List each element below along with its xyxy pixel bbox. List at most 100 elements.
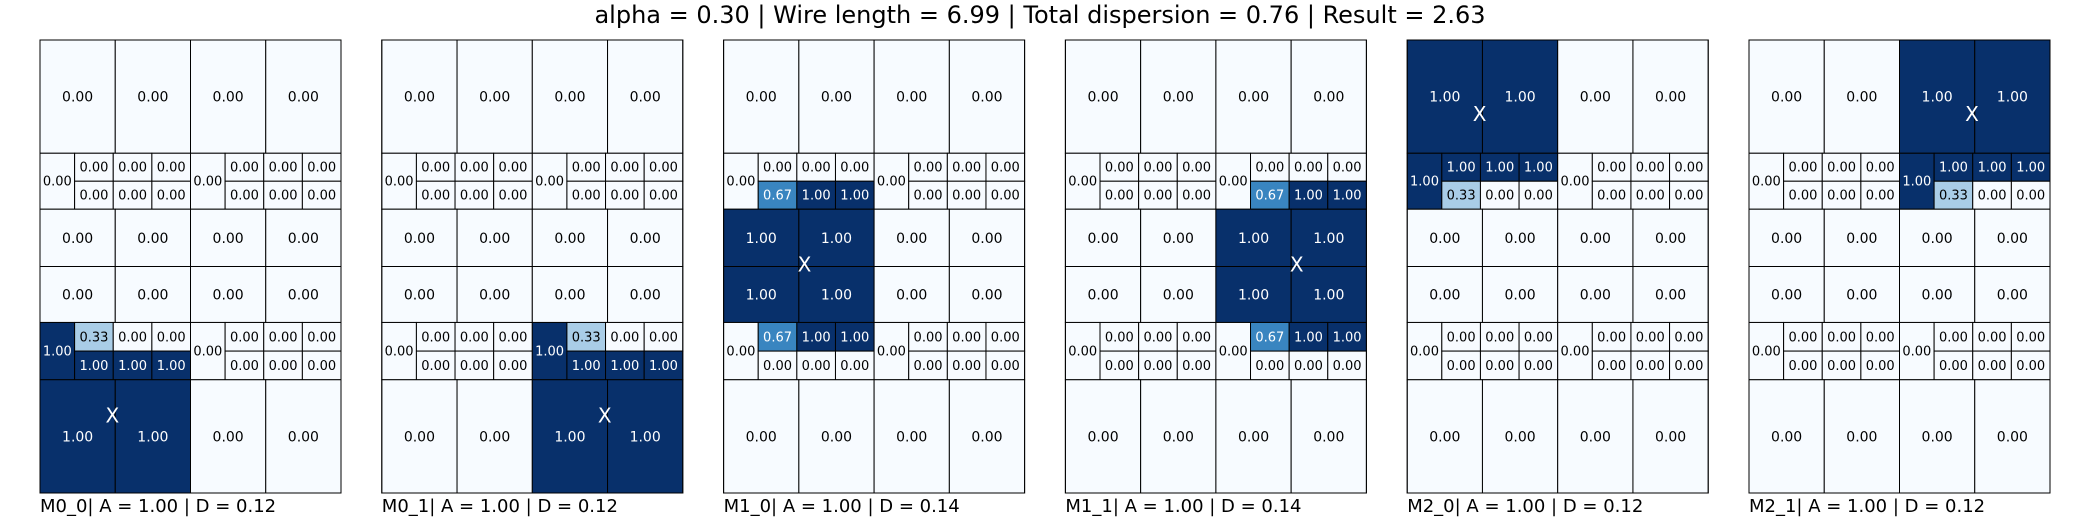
heat-cell <box>796 152 836 182</box>
heat-cell <box>1176 152 1217 182</box>
cell-value: 1.00 <box>1294 189 1323 204</box>
cell-value: 0.00 <box>991 161 1020 176</box>
cell-value: 0.00 <box>79 161 108 176</box>
heat-cell <box>723 379 800 494</box>
cell-value: 0.00 <box>649 189 678 204</box>
heat-cell <box>1899 379 1976 494</box>
cell-value: 0.00 <box>230 161 259 176</box>
cell-value: 0.00 <box>1597 330 1626 345</box>
cell-value: 0.00 <box>1597 161 1626 176</box>
cell-value: 0.00 <box>2016 189 2045 204</box>
cell-value: 1.00 <box>1902 175 1931 190</box>
cell-value: 0.00 <box>421 189 450 204</box>
cell-value: 0.00 <box>385 175 414 190</box>
heat-cell <box>1290 208 1367 267</box>
heat-cell <box>566 350 607 381</box>
cell-value: 0.00 <box>1313 429 1344 445</box>
cell-value: 0.00 <box>1636 161 1665 176</box>
heat-cell <box>456 208 533 267</box>
heat-cell <box>1974 208 2051 267</box>
cell-value: 0.00 <box>1846 287 1877 303</box>
cell-value: 0.00 <box>1485 330 1514 345</box>
heat-cell <box>1748 321 1785 381</box>
cell-value: 0.00 <box>1978 330 2007 345</box>
heat-cell <box>1860 321 1901 352</box>
heat-cell <box>605 350 645 381</box>
cell-value: 1.00 <box>840 330 869 345</box>
heat-cell <box>948 39 1026 154</box>
heat-cell <box>1479 180 1520 210</box>
cell-value: 0.00 <box>1580 429 1611 445</box>
cell-value: 0.00 <box>572 161 601 176</box>
centroid-marker: X <box>106 403 120 427</box>
cell-value: 0.00 <box>649 161 678 176</box>
cell-value: 0.00 <box>1827 359 1856 374</box>
cell-value: 0.00 <box>896 231 927 247</box>
heat-cell <box>1748 379 1825 494</box>
cell-value: 0.00 <box>460 359 489 374</box>
cell-value: 0.00 <box>1105 189 1134 204</box>
heat-cell <box>1215 208 1292 267</box>
cell-value: 0.00 <box>460 330 489 345</box>
heat-cell <box>263 321 303 352</box>
heat-cell <box>1632 39 1709 154</box>
cell-value: 0.00 <box>1922 231 1953 247</box>
cell-value: 1.00 <box>821 231 852 247</box>
heat-cell <box>1518 180 1559 210</box>
cell-value: 1.00 <box>1333 330 1362 345</box>
cell-value: 0.00 <box>288 429 319 445</box>
heat-cell <box>1099 321 1140 352</box>
heat-cell <box>1290 39 1367 154</box>
cell-value: 0.00 <box>1313 90 1344 106</box>
heat-cell <box>1632 379 1709 494</box>
heat-cell <box>796 321 836 352</box>
heat-cell <box>1327 152 1367 182</box>
cell-value: 0.00 <box>62 90 93 106</box>
cell-value: 0.00 <box>118 189 147 204</box>
heat-cell <box>1591 152 1632 182</box>
cell-value: 0.00 <box>479 287 510 303</box>
cell-value: 0.00 <box>1182 189 1211 204</box>
heat-cell <box>1140 266 1217 323</box>
heat-cell <box>1250 350 1290 381</box>
cell-value: 0.00 <box>1163 429 1194 445</box>
heat-cell <box>1290 266 1367 323</box>
cell-value: 0.00 <box>991 330 1020 345</box>
cell-value: 1.00 <box>1922 90 1953 106</box>
heat-cell <box>39 321 76 381</box>
cell-value: 0.00 <box>535 175 564 190</box>
cell-value: 1.00 <box>1313 231 1344 247</box>
cell-value: 0.00 <box>1294 359 1323 374</box>
centroid-marker: X <box>1965 102 1979 126</box>
cell-value: 0.00 <box>802 161 831 176</box>
cell-value: 0.00 <box>1752 175 1781 190</box>
cell-value: 0.00 <box>479 429 510 445</box>
heat-cell <box>834 350 875 381</box>
cell-value: 0.00 <box>1902 345 1931 360</box>
cell-value: 1.00 <box>1485 161 1514 176</box>
panel-frame <box>1064 39 1367 494</box>
cell-value: 0.00 <box>137 287 168 303</box>
cell-value: 0.00 <box>1068 175 1097 190</box>
heat-cell <box>1138 180 1178 210</box>
heat-cell <box>873 321 910 381</box>
heat-cell <box>1821 350 1862 381</box>
cell-value: 0.00 <box>1561 175 1590 190</box>
cell-value: 0.00 <box>1866 330 1895 345</box>
panel-caption: M2_0| A = 1.00 | D = 0.12 <box>1407 496 1643 517</box>
cell-value: 0.00 <box>610 161 639 176</box>
heat-cell <box>1748 208 1825 267</box>
cell-value: 1.00 <box>43 345 72 360</box>
cell-value: 0.00 <box>1255 161 1284 176</box>
cell-value: 0.00 <box>952 330 981 345</box>
heat-cell <box>946 350 987 381</box>
cell-value: 0.00 <box>1636 359 1665 374</box>
cell-value: 0.33 <box>1447 189 1476 204</box>
cell-value: 0.00 <box>1636 189 1665 204</box>
centroid-marker: X <box>798 253 812 277</box>
cell-value: 0.00 <box>288 90 319 106</box>
heat-cell <box>456 39 533 154</box>
cell-value: 0.00 <box>1219 175 1248 190</box>
cell-value: 0.00 <box>914 330 943 345</box>
